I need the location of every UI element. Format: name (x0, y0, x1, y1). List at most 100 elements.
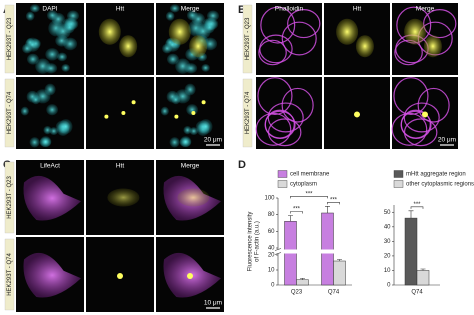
cell (46, 104, 58, 116)
cell (287, 9, 321, 39)
cell (45, 48, 60, 61)
error-bar (408, 210, 414, 219)
cell (179, 136, 192, 147)
y-tick-label: 10 (268, 268, 275, 274)
row-label: HEK293T - Q74 (7, 253, 13, 296)
aggregate (354, 111, 360, 118)
cell (403, 118, 438, 147)
cell (255, 112, 292, 146)
y-tick-label: 0 (271, 283, 275, 289)
y-tick-label: 20 (384, 253, 391, 259)
scale-bar-label: 20 μm (204, 137, 222, 144)
channel-label: LifeAct (40, 163, 60, 170)
row-label: HEK293T - Q23 (7, 176, 13, 219)
cell (166, 53, 179, 65)
channel-label: Htt (353, 6, 362, 13)
cell (195, 23, 211, 40)
scale-bar-label: 10 μm (204, 300, 222, 307)
lifeact-cell (23, 175, 81, 221)
row-label: HEK293T - Q23 (245, 17, 251, 60)
cell (59, 119, 73, 134)
cell (165, 11, 175, 21)
cell (400, 109, 431, 139)
error-bar (337, 259, 342, 261)
cell (55, 23, 71, 40)
row-label-box (4, 78, 15, 148)
significance-bracket (327, 202, 340, 205)
channel-label: Merge (181, 6, 200, 13)
row-label-box (242, 4, 253, 74)
y-tick-label: 100 (264, 196, 275, 202)
y-tick-label: 30 (384, 239, 391, 245)
htt (336, 18, 359, 45)
axis-break (275, 249, 352, 254)
cell (46, 10, 58, 21)
aggregate (174, 114, 179, 119)
x-tick-label: Q23 (291, 290, 303, 296)
cell (61, 63, 70, 72)
cell (22, 43, 33, 54)
cell (259, 34, 293, 64)
aggregate (131, 100, 136, 105)
row-label: HEK293T - Q74 (7, 91, 13, 134)
cell (57, 52, 68, 62)
row-label-box (242, 78, 253, 148)
significance-label: *** (330, 197, 338, 203)
channel-label: Phalloidin (275, 6, 304, 13)
cell (423, 9, 457, 39)
legend-swatch (393, 180, 404, 188)
channel-label: DAPI (42, 6, 57, 13)
axis-break-mark (274, 248, 282, 251)
image (324, 3, 390, 75)
cell (169, 137, 180, 148)
legend-swatch (393, 170, 404, 178)
cell (39, 136, 52, 147)
image (86, 3, 154, 75)
cell (260, 6, 296, 44)
legend-label: cytoplasm (290, 182, 317, 188)
cell (391, 112, 428, 146)
cell (267, 118, 302, 147)
bar (404, 217, 418, 286)
cell (25, 11, 35, 21)
cell (49, 127, 59, 136)
scale-bar-label: 20 μm (438, 137, 456, 144)
cell (258, 39, 287, 66)
channel-label: Merge (416, 6, 435, 13)
image (86, 77, 154, 149)
htt (177, 188, 210, 207)
cell (403, 102, 440, 133)
cell (35, 89, 51, 104)
cell (281, 87, 314, 123)
panel-label: D (238, 159, 246, 171)
error-bar (325, 206, 330, 213)
error-bar (288, 215, 293, 222)
aggregate (104, 114, 109, 119)
y-tick-label: 60 (268, 229, 275, 235)
cell (20, 106, 29, 116)
cell (43, 125, 52, 135)
cell (184, 63, 198, 74)
significance-label: *** (413, 202, 421, 208)
cell (29, 137, 40, 148)
htt (355, 35, 374, 58)
cell (189, 127, 199, 136)
channel-label: Htt (116, 163, 125, 170)
y-tick-label: 10 (384, 268, 391, 274)
aggregate (191, 111, 196, 115)
y-axis-label: of F-actin (a.u.) (255, 221, 261, 262)
row-label: HEK293T - Q74 (245, 91, 251, 134)
channel-label: Merge (181, 163, 200, 170)
htt (119, 35, 138, 58)
significance-bracket (290, 211, 303, 214)
legend-label: cell membrane (290, 172, 330, 178)
y-tick-label: 40 (384, 224, 391, 230)
bar (333, 260, 346, 286)
cell (169, 4, 180, 13)
legend-swatch (277, 180, 288, 188)
htt (423, 35, 442, 58)
legend-label: other cytoplasmic regions (406, 182, 474, 188)
y-axis-label: Fluorescence intensity (248, 212, 254, 272)
legend-swatch (277, 170, 288, 178)
